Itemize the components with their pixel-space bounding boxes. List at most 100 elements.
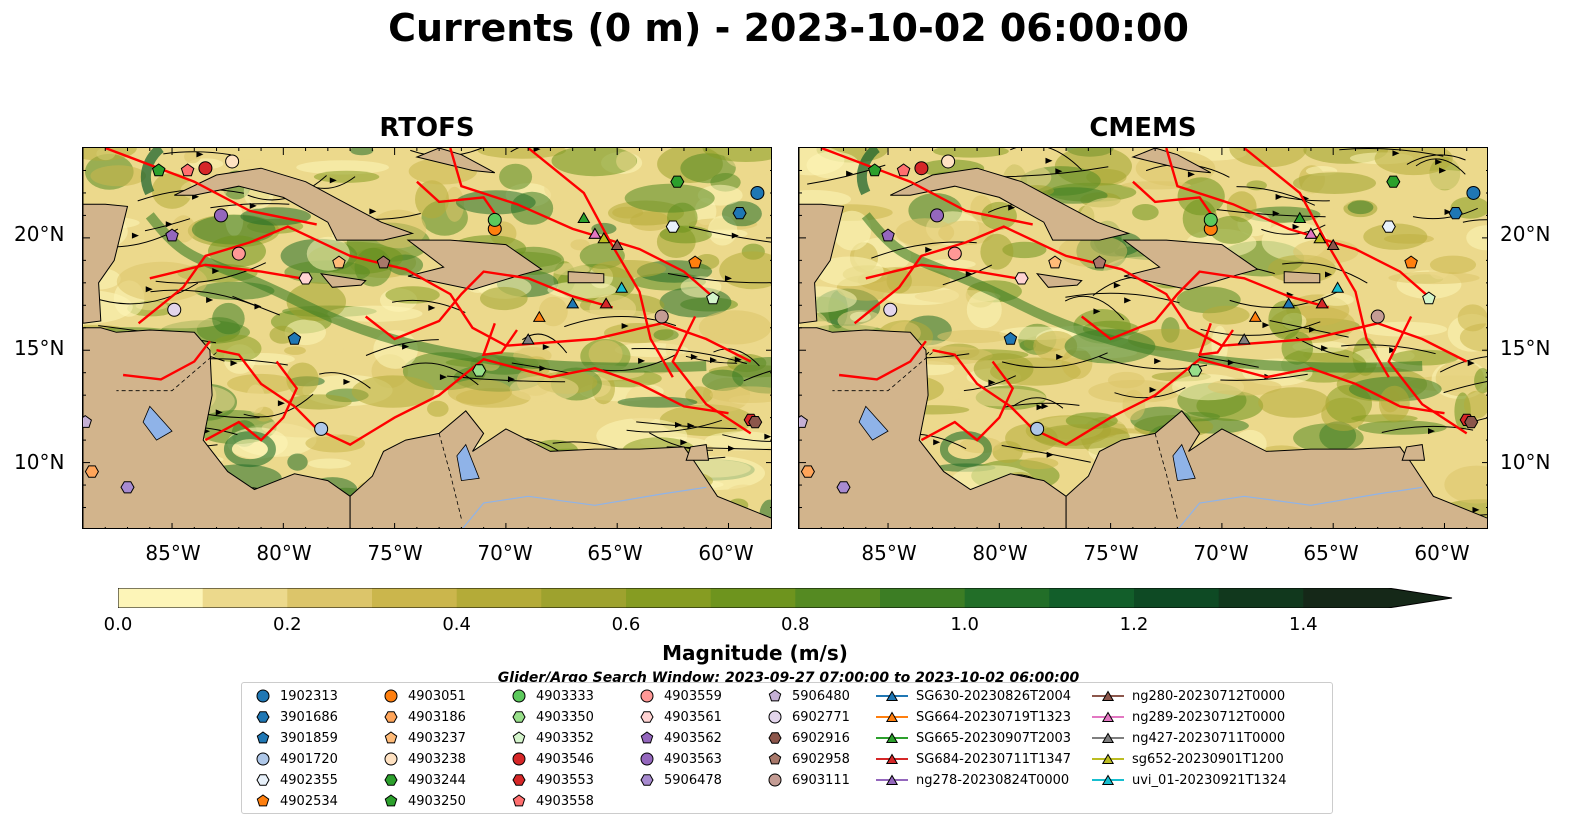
eez-line [449, 148, 719, 302]
legend-item: 4903244 [382, 770, 466, 790]
marker-4902355 [665, 220, 680, 233]
marker-4903186 [84, 465, 99, 478]
streamline [743, 370, 771, 382]
colorbar-segment [1303, 588, 1389, 608]
legend-marker-icon [1092, 753, 1124, 764]
colorbar-segment [118, 588, 204, 608]
magnitude-patch [973, 353, 1034, 385]
magnitude-patch [799, 148, 845, 176]
legend: 1902313 3901686 3901859 4901720 4902355 49025… [241, 682, 1333, 814]
streamline [319, 372, 371, 389]
lat-label-10n-right: 10°N [1500, 450, 1551, 474]
marker-uvi_01-20230921t1324 [615, 281, 629, 293]
marker-5906478 [120, 481, 135, 494]
streamline-arrow [1093, 308, 1101, 315]
legend-marker [768, 710, 782, 724]
magnitude-patch [665, 336, 684, 362]
magnitude-patch [212, 302, 245, 335]
magnitude-patch [1246, 180, 1267, 191]
streamline-arrow [1427, 428, 1435, 435]
legend-marker [768, 689, 782, 702]
marker-6903111 [654, 309, 669, 324]
magnitude-patch [616, 151, 637, 172]
magnitude-patch [286, 362, 319, 397]
legend-label: 6902916 [792, 730, 850, 746]
marker-sg665-20230907t2003 [577, 211, 591, 223]
legend-marker [512, 731, 526, 744]
streamline [631, 347, 747, 365]
streamline-arrow [507, 376, 515, 383]
eez-line [820, 148, 1033, 226]
magnitude-patch [937, 329, 1010, 344]
streamline-arrow [439, 374, 447, 381]
magnitude-patch [1466, 225, 1487, 251]
legend-item: 4903350 [510, 707, 594, 727]
magnitude-patch [895, 218, 955, 247]
legend-marker [384, 711, 398, 723]
magnitude-patch [1019, 457, 1059, 470]
landmass [1283, 271, 1321, 284]
streamline-arrow [1444, 209, 1452, 216]
legend-label: SG665-20230907T2003 [916, 730, 1072, 746]
legend-label: 4903186 [408, 709, 466, 725]
legend-item: 4903238 [382, 749, 466, 769]
streamline-arrow [206, 297, 214, 304]
magnitude-patch [704, 431, 771, 451]
lon-label-80w-right: 80°W [972, 541, 1028, 565]
streamline [401, 362, 479, 386]
legend-item: SG630-20230826T2004 [876, 686, 1071, 706]
legend-item: 4903553 [510, 770, 594, 790]
legend-item: 6902916 [766, 728, 850, 748]
magnitude-patch [538, 296, 568, 327]
colorbar-segment [1218, 588, 1304, 608]
colorbar-tick-label: 1.4 [1289, 614, 1318, 635]
legend-label: 4903333 [536, 688, 594, 704]
streamline [626, 419, 722, 433]
marker-4903563 [214, 208, 228, 223]
magnitude-patch [617, 396, 698, 408]
legend-marker-icon [1092, 711, 1124, 722]
magnitude-patch [698, 310, 771, 345]
legend-label: 6902771 [792, 709, 850, 725]
legend-marker-icon [1092, 690, 1124, 701]
map-canvas-rtofs [83, 148, 771, 528]
legend-marker-icon [876, 732, 908, 743]
legend-marker-icon [876, 690, 908, 701]
lake [1172, 443, 1196, 482]
marker-4901720 [314, 421, 329, 436]
colorbar-segment [626, 588, 712, 608]
marker-4903352 [1422, 291, 1436, 305]
streamline-arrow [1324, 271, 1332, 278]
eez-boundaries [104, 148, 752, 446]
observation-markers [799, 154, 1481, 494]
magnitude-patch [1226, 191, 1257, 223]
magnitude-patch [1207, 378, 1282, 396]
colorbar-tick-label: 1.0 [950, 614, 979, 635]
magnitude-patch [544, 177, 568, 200]
legend-label: SG664-20230719T1323 [916, 709, 1072, 725]
magnitude-patch [151, 172, 193, 209]
axis-ticks [83, 148, 771, 528]
legend-label: 4903238 [408, 751, 466, 767]
legend-label: 5906478 [664, 772, 722, 788]
marker-4903563 [930, 208, 944, 223]
magnitude-patch [1357, 420, 1447, 435]
streamline-arrow [674, 421, 682, 428]
streamline-arrow [145, 286, 153, 293]
magnitude-patch [980, 233, 1014, 270]
legend-item: 6902771 [766, 707, 850, 727]
streamline-arrow [1435, 159, 1443, 166]
marker-4903558 [180, 163, 195, 177]
landmass [349, 410, 771, 528]
streamline-arrow [1124, 297, 1132, 304]
legend-item: 6902958 [766, 749, 850, 769]
legend-marker-icon [768, 689, 782, 702]
landmass [83, 148, 129, 324]
colorbar-label: Magnitude (m/s) [662, 641, 848, 665]
streamline [90, 282, 199, 305]
streamline-arrow [1187, 171, 1195, 178]
magnitude-patch [287, 453, 308, 471]
legend-marker-icon [384, 794, 398, 807]
legend-label: 4903561 [664, 709, 722, 725]
streamline [1001, 445, 1091, 463]
